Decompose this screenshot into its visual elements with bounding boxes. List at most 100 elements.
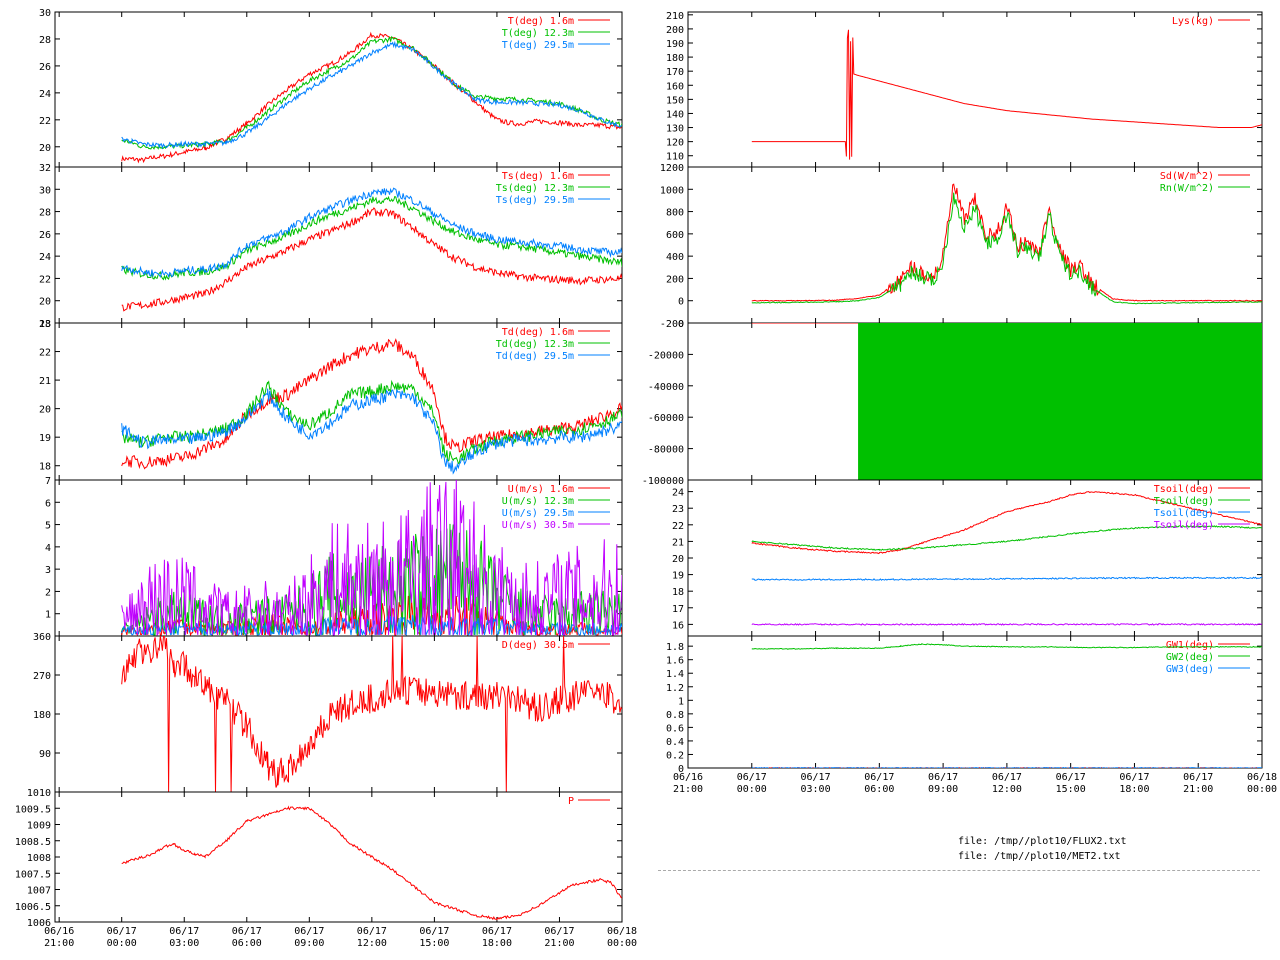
y-tick-label: 7 xyxy=(45,476,51,487)
legend-label: U(m/s) 29.5m xyxy=(502,508,574,519)
legend-label: Tsoil(deg) xyxy=(1154,484,1214,495)
y-tick-label: 1007 xyxy=(27,886,51,897)
y-tick-label: 360 xyxy=(33,632,51,643)
y-tick-label: 0.6 xyxy=(666,723,684,734)
y-tick-label: 1 xyxy=(45,610,51,621)
y-tick-label: 800 xyxy=(666,208,684,219)
x-tick-date: 06/17 xyxy=(357,926,387,937)
y-tick-label: -20000 xyxy=(648,350,684,361)
x-tick-date: 06/17 xyxy=(1056,772,1086,783)
x-tick-time: 09:00 xyxy=(928,784,958,795)
y-tick-label: 0.4 xyxy=(666,737,684,748)
series-line-1 xyxy=(751,525,1262,551)
y-tick-label: 180 xyxy=(33,710,51,721)
y-tick-label: 5 xyxy=(45,521,51,532)
legend-label: Td(deg) 1.6m xyxy=(502,327,574,338)
x-tick-date: 06/17 xyxy=(1119,772,1149,783)
legend-label: D(deg) 30.5m xyxy=(502,640,574,651)
x-tick-time: 15:00 xyxy=(1056,784,1086,795)
y-tick-label: 150 xyxy=(666,95,684,106)
y-tick-label: 270 xyxy=(33,671,51,682)
series-line-2 xyxy=(121,187,622,279)
y-tick-label: -40000 xyxy=(648,382,684,393)
series-line-0 xyxy=(751,183,1262,302)
y-tick-label: 0.8 xyxy=(666,710,684,721)
x-tick-time: 21:00 xyxy=(673,784,703,795)
series-line-1 xyxy=(121,195,622,281)
y-tick-label: -200 xyxy=(660,319,684,330)
legend-label: Sd(W/m^2) xyxy=(1160,171,1214,182)
series-line-1 xyxy=(751,643,1262,650)
file-path-flux: file: /tmp//plot10/FLUX2.txt xyxy=(958,836,1127,847)
y-tick-label: 18 xyxy=(39,462,51,473)
x-tick-date: 06/17 xyxy=(232,926,262,937)
y-tick-label: 3 xyxy=(45,565,51,576)
y-tick-label: 90 xyxy=(39,749,51,760)
x-tick-time: 00:00 xyxy=(737,784,767,795)
legend-label: GW2(deg) xyxy=(1166,652,1214,663)
series-line-0 xyxy=(751,29,1262,160)
y-tick-label: 190 xyxy=(666,39,684,50)
x-tick-time: 03:00 xyxy=(801,784,831,795)
source-files: file: /tmp//plot10/FLUX2.txt file: /tmp/… xyxy=(958,834,1127,864)
series-line-2 xyxy=(751,766,1262,768)
x-tick-time: 21:00 xyxy=(44,938,74,949)
y-tick-label: 19 xyxy=(672,571,684,582)
y-tick-label: 110 xyxy=(666,152,684,163)
y-tick-label: 21 xyxy=(39,376,51,387)
y-tick-label: 120 xyxy=(666,138,684,149)
legend-label: T(deg) 12.3m xyxy=(502,28,574,39)
legend-label: U(m/s) 30.5m xyxy=(502,520,574,531)
y-tick-label: 17 xyxy=(672,604,684,615)
legend-label: Lys(kg) xyxy=(1172,16,1214,27)
y-tick-label: 180 xyxy=(666,53,684,64)
x-tick-time: 15:00 xyxy=(419,938,449,949)
legend-label: Td(deg) 12.3m xyxy=(496,339,574,350)
y-tick-label: 600 xyxy=(666,230,684,241)
y-tick-label: 1.4 xyxy=(666,669,684,680)
legend-label: Ts(deg) 29.5m xyxy=(496,195,574,206)
x-tick-date: 06/17 xyxy=(482,926,512,937)
y-tick-label: 24 xyxy=(672,488,684,499)
y-tick-label: 1.8 xyxy=(666,642,684,653)
y-tick-label: 26 xyxy=(39,230,51,241)
legend-label: U(m/s) 12.3m xyxy=(502,496,574,507)
y-tick-label: 0.2 xyxy=(666,750,684,761)
y-tick-label: 140 xyxy=(666,109,684,120)
y-tick-label: 1009.5 xyxy=(15,804,51,815)
series-line-1 xyxy=(751,192,1262,305)
y-tick-label: 20 xyxy=(39,405,51,416)
legend-label: Td(deg) 29.5m xyxy=(496,351,574,362)
y-tick-label: 23 xyxy=(672,504,684,515)
series-line-0 xyxy=(121,207,622,312)
y-tick-label: 6 xyxy=(45,498,51,509)
legend-label: Ts(deg) 12.3m xyxy=(496,183,574,194)
x-tick-date: 06/17 xyxy=(107,926,137,937)
x-tick-time: 00:00 xyxy=(107,938,137,949)
legend-label: Tsoil(deg) xyxy=(1154,496,1214,507)
y-tick-label: 170 xyxy=(666,67,684,78)
legend-label: G2(W/m^2) xyxy=(1160,339,1214,350)
series-line-0 xyxy=(751,491,1262,555)
y-tick-label: 210 xyxy=(666,11,684,22)
y-tick-label: 22 xyxy=(39,116,51,127)
y-tick-label: 30 xyxy=(39,185,51,196)
y-tick-label: 23 xyxy=(39,319,51,330)
y-tick-label: 1009 xyxy=(27,821,51,832)
series-line-2 xyxy=(751,576,1262,581)
x-tick-date: 06/16 xyxy=(673,772,703,783)
series-line-0 xyxy=(121,595,622,636)
x-tick-time: 06:00 xyxy=(864,784,894,795)
y-tick-label: 1006 xyxy=(27,918,51,929)
x-tick-time: 21:00 xyxy=(544,938,574,949)
y-tick-label: 22 xyxy=(39,348,51,359)
series-line-0 xyxy=(121,636,622,792)
x-tick-date: 06/17 xyxy=(294,926,324,937)
y-tick-label: 16 xyxy=(672,620,684,631)
y-tick-label: 1008.5 xyxy=(15,837,51,848)
y-tick-label: 1008 xyxy=(27,853,51,864)
series-line-2 xyxy=(121,388,622,475)
series-line-1 xyxy=(121,379,622,465)
series-line-2 xyxy=(121,40,622,150)
